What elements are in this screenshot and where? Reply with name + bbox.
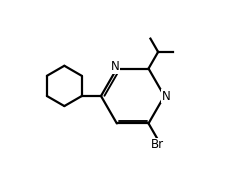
Text: Br: Br <box>151 138 164 151</box>
Text: N: N <box>110 60 119 73</box>
Text: N: N <box>162 89 171 103</box>
